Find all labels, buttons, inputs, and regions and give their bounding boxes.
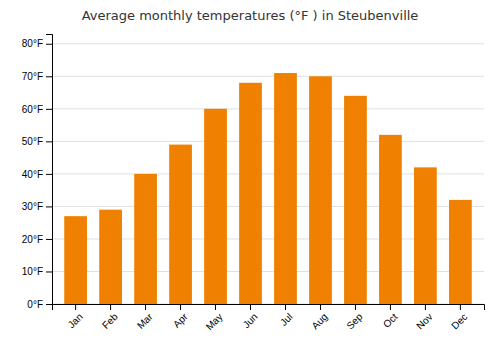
x-tick: Mar <box>135 304 155 331</box>
bar <box>204 109 227 304</box>
y-tick: 70°F <box>22 71 52 82</box>
y-tick-mark <box>46 239 52 240</box>
y-tick: 30°F <box>22 201 52 212</box>
y-tick-mark <box>46 109 52 110</box>
y-tick: 80°F <box>22 38 52 49</box>
x-tick: May <box>204 304 225 332</box>
x-tick-label: Feb <box>100 311 120 331</box>
x-tick-mark <box>75 304 76 310</box>
x-tick-mark <box>145 304 146 310</box>
x-tick-label: Nov <box>414 311 434 331</box>
x-tick-mark <box>215 304 216 310</box>
bar <box>449 200 472 304</box>
x-tick: Nov <box>414 304 434 331</box>
x-tick-mark <box>285 304 286 310</box>
bar <box>274 73 297 304</box>
y-tick-label: 70°F <box>22 71 43 82</box>
x-tick-label: Apr <box>171 311 190 330</box>
x-tick-label: Dec <box>449 311 469 331</box>
y-tick-mark <box>46 271 52 272</box>
x-tick: Aug <box>309 304 329 331</box>
bars <box>64 73 472 304</box>
x-tick-mark <box>355 304 356 310</box>
bar <box>134 174 157 304</box>
y-axis: 0°F 10°F 20°F 30°F 40°F 50°F 60°F 70°F 80°F <box>22 35 53 310</box>
y-tick-label: 10°F <box>22 266 43 277</box>
bar <box>239 83 262 304</box>
bar <box>414 167 437 304</box>
grid-line <box>52 108 484 109</box>
y-tick-label: 0°F <box>27 299 43 310</box>
x-axis: Jan Feb Mar Apr May Jun Jul Aug Sep Oct Nov Dec <box>53 304 485 332</box>
x-tick-mark <box>320 304 321 310</box>
x-tick: Sep <box>344 304 365 331</box>
y-tick-mark <box>46 76 52 77</box>
x-tick-label: Jan <box>66 311 85 330</box>
y-tick-mark <box>46 141 52 142</box>
grid-line <box>52 43 484 44</box>
x-tick: Jul <box>278 304 295 328</box>
y-tick-mark <box>46 206 52 207</box>
y-tick: 10°F <box>22 266 52 277</box>
bar <box>99 210 122 304</box>
x-tick: Dec <box>449 304 469 331</box>
grid-line <box>52 76 484 77</box>
y-tick: 20°F <box>22 234 52 245</box>
x-tick: Feb <box>100 304 120 331</box>
x-tick-label: Jun <box>241 311 260 330</box>
x-tick-mark <box>110 304 111 310</box>
bar <box>344 96 367 304</box>
y-tick-label: 80°F <box>22 38 43 49</box>
title: Average monthly temperatures (°F ) in St… <box>82 8 419 23</box>
bar <box>64 216 87 304</box>
y-tick: 60°F <box>22 104 52 115</box>
grid-line <box>52 141 484 142</box>
x-tick-label: Aug <box>309 311 329 331</box>
plot: 0°F 10°F 20°F 30°F 40°F 50°F 60°F 70°F 80°F Jan Fe… <box>22 35 485 333</box>
y-tick-mark <box>46 174 52 175</box>
bar <box>309 76 332 304</box>
x-tick: Jan <box>66 304 85 330</box>
y-tick-mark <box>46 44 52 45</box>
y-tick-label: 50°F <box>22 136 43 147</box>
y-tick-label: 40°F <box>22 169 43 180</box>
x-tick-label: Oct <box>381 311 400 330</box>
y-tick-mark <box>46 304 52 305</box>
x-tick-label: May <box>204 311 225 332</box>
x-tick: Jun <box>241 304 260 330</box>
y-tick-label: 20°F <box>22 234 43 245</box>
y-tick: 50°F <box>22 136 52 147</box>
y-axis-line <box>46 35 53 305</box>
x-tick-label: Mar <box>135 311 155 331</box>
grid <box>52 44 484 304</box>
x-tick: Oct <box>381 304 400 330</box>
x-tick-mark <box>390 304 391 310</box>
y-tick: 40°F <box>22 169 52 180</box>
y-tick-label: 60°F <box>22 104 43 115</box>
x-tick-label: Jul <box>278 311 295 328</box>
y-tick-label: 30°F <box>22 201 43 212</box>
bar <box>379 135 402 304</box>
x-tick-mark <box>180 304 181 310</box>
x-axis-line <box>53 305 485 311</box>
x-tick-label: Sep <box>344 311 365 332</box>
x-tick-mark <box>425 304 426 310</box>
x-tick-mark <box>250 304 251 310</box>
bar <box>169 145 192 304</box>
y-tick: 0°F <box>27 299 52 310</box>
chart: 0°F 10°F 20°F 30°F 40°F 50°F 60°F 70°F 80°F Jan Fe… <box>0 0 500 350</box>
x-tick-mark <box>460 304 461 310</box>
x-tick: Apr <box>171 304 190 330</box>
